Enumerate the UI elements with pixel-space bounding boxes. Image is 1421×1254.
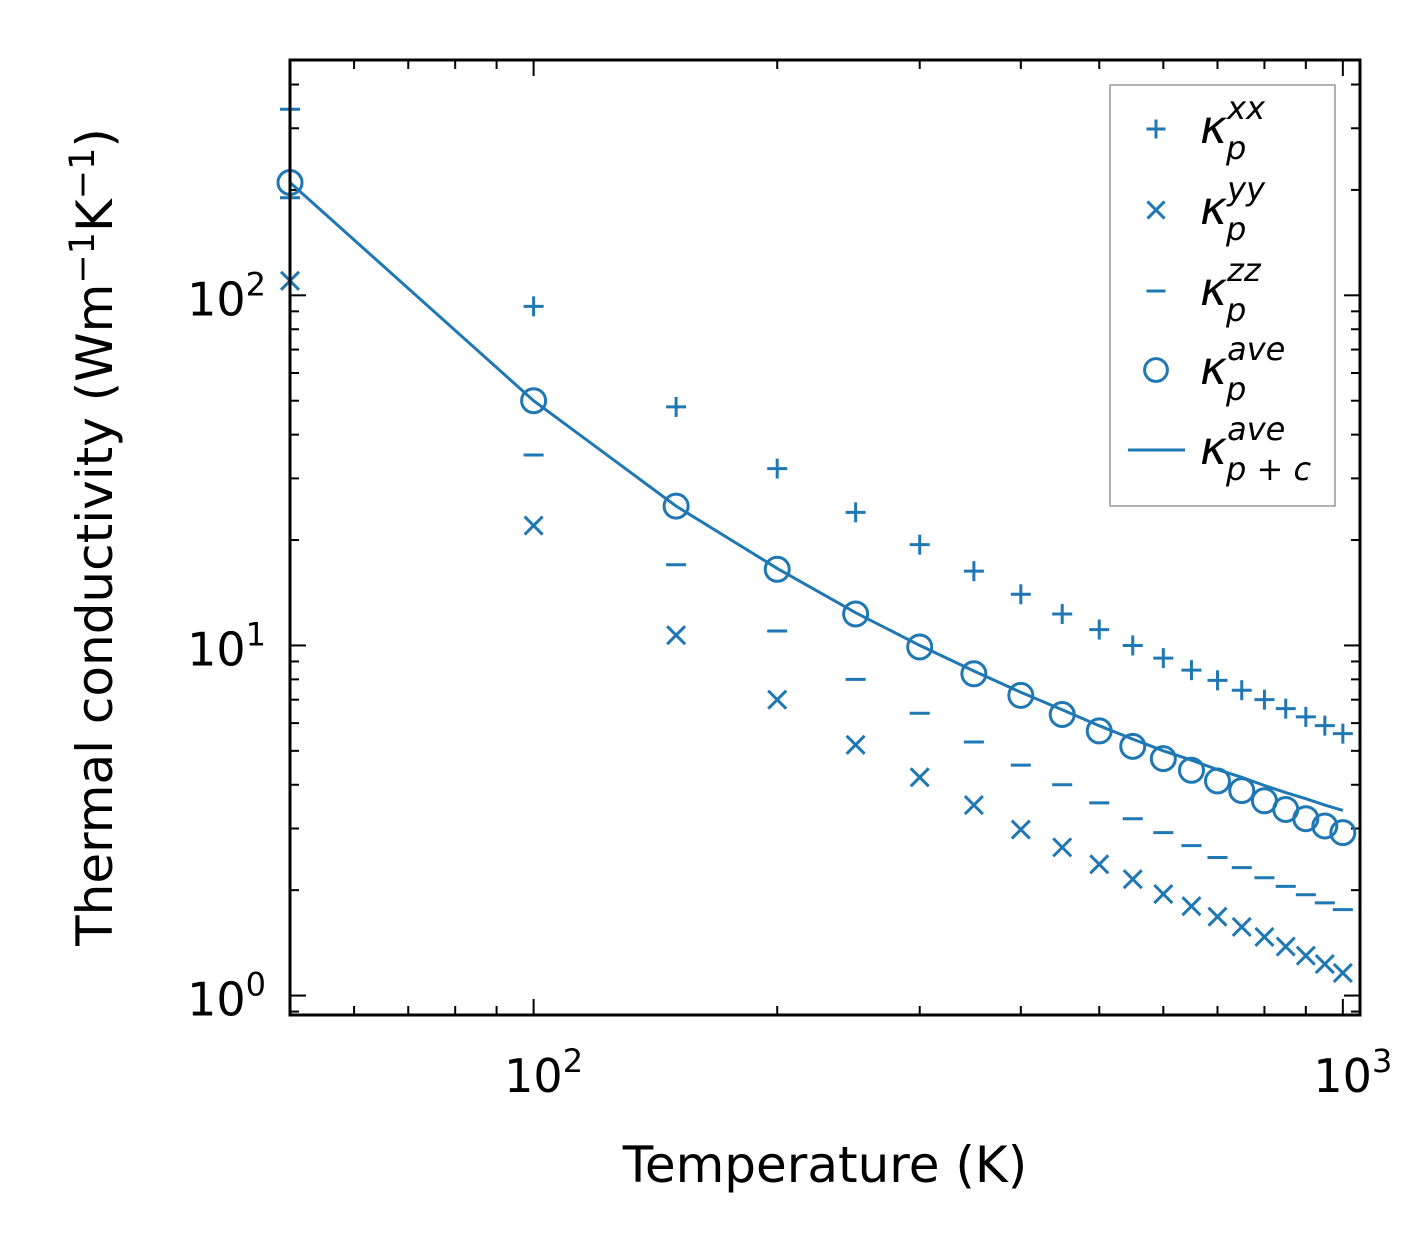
- data-point-kappa_p_yy: [767, 689, 788, 710]
- data-point-kappa_p_xx: [1010, 584, 1031, 605]
- data-point-kappa_p_xx: [1314, 715, 1335, 736]
- data-point-kappa_p_xx: [1122, 635, 1143, 656]
- data-point-kappa_p_xx: [1295, 706, 1316, 727]
- y-axis-label: Thermal conductivity (Wm−1K−1): [63, 128, 124, 947]
- legend-entry-kappa_p_zz: κzz p: [1146, 251, 1262, 329]
- y-axis-label-exp2: −1: [63, 148, 103, 200]
- data-point-kappa_p_ave: [960, 660, 988, 688]
- data-point-kappa_p_yy: [1231, 916, 1252, 938]
- legend-label: κxx p: [1200, 89, 1266, 167]
- data-point-kappa_p_ave: [662, 492, 690, 520]
- data-point-kappa_p_ave: [763, 555, 791, 583]
- tick-labels: 102 103 100 101 102: [187, 265, 1392, 1103]
- data-point-kappa_p_yy: [1153, 883, 1174, 905]
- data-point-kappa_p_xx: [1181, 660, 1202, 681]
- data-point-kappa_p_yy: [1122, 869, 1143, 890]
- data-point-kappa_p_xx: [845, 502, 866, 523]
- y-tick-label: 101: [187, 615, 266, 676]
- y-axis-label-close: ): [66, 128, 124, 148]
- data-point-kappa_p_xx: [909, 534, 930, 555]
- data-point-kappa_p_yy: [523, 515, 544, 536]
- data-point-kappa_p_ave: [1329, 819, 1357, 847]
- series-kappa_p_zz: [280, 196, 1353, 912]
- data-point-kappa_p_yy: [1010, 819, 1031, 840]
- data-point-kappa_p_yy: [845, 734, 866, 755]
- data-point-kappa_p_yy: [1314, 954, 1335, 975]
- legend-entry-kappa_p_ave: κave p: [1143, 330, 1285, 408]
- data-point-kappa_p_xx: [1153, 648, 1174, 669]
- data-point-kappa_p_yy: [666, 625, 687, 646]
- data-point-kappa_p_xx: [963, 561, 984, 582]
- data-point-kappa_p_xx: [1254, 689, 1275, 710]
- legend-label: κave p + c: [1200, 410, 1311, 488]
- legend-handle: [1146, 119, 1166, 139]
- legend-label: κave p: [1200, 330, 1285, 408]
- data-point-kappa_p_xx: [1275, 698, 1296, 719]
- series-kappa_p_plus_c_ave: [288, 181, 1344, 812]
- series-kappa_p_xx: [280, 99, 1353, 744]
- data-point-kappa_p_yy: [1089, 854, 1110, 875]
- data-point-kappa_p_yy: [909, 767, 930, 788]
- legend-entry-kappa_p_xx: κxx p: [1146, 89, 1266, 167]
- data-point-kappa_p_ave: [1149, 745, 1177, 773]
- legend-label: κyy p: [1200, 170, 1266, 248]
- data-point-kappa_p_ave: [1119, 732, 1147, 760]
- legend-label: κzz p: [1200, 251, 1262, 329]
- y-axis-label-exp1: −1: [63, 232, 103, 284]
- legend-handle: [1146, 200, 1166, 220]
- data-point-kappa_p_ave: [1007, 681, 1035, 709]
- legend-handle: [1143, 357, 1169, 383]
- data-point-kappa_p_ave: [842, 600, 870, 628]
- data-point-kappa_p_ave: [1177, 756, 1205, 784]
- legend-box: [1109, 84, 1336, 507]
- data-point-kappa_p_yy: [1295, 945, 1316, 966]
- data-point-kappa_p_yy: [1254, 926, 1275, 948]
- data-point-kappa_p_xx: [1231, 680, 1252, 701]
- data-point-kappa_p_ave: [1311, 812, 1339, 840]
- x-tick-label: 103: [1313, 1042, 1392, 1103]
- x-axis-label: Temperature (K): [622, 1136, 1027, 1194]
- y-tick-label: 102: [187, 265, 266, 326]
- data-point-kappa_p_xx: [1332, 723, 1353, 744]
- x-tick-label: 102: [504, 1042, 583, 1103]
- data-point-kappa_p_ave: [520, 387, 548, 415]
- y-axis-label-main: Thermal conductivity (Wm: [66, 284, 124, 947]
- data-point-kappa_p_xx: [1207, 670, 1228, 691]
- data-point-kappa_p_xx: [666, 396, 687, 417]
- series-line: [288, 181, 1344, 812]
- axes-frame: [288, 58, 1362, 1017]
- legend-entry-kappa_p_yy: κyy p: [1146, 170, 1266, 248]
- y-axis-label-unit2: K: [66, 198, 124, 232]
- data-point-kappa_p_ave: [1292, 805, 1320, 833]
- data-point-kappa_p_xx: [767, 458, 788, 479]
- data-point-kappa_p_xx: [1089, 619, 1110, 640]
- data-point-kappa_p_yy: [1052, 837, 1073, 858]
- data-point-kappa_p_yy: [1207, 906, 1228, 927]
- y-tick-label: 100: [187, 966, 266, 1027]
- data-point-kappa_p_yy: [963, 795, 984, 816]
- data-point-kappa_p_yy: [1332, 962, 1353, 984]
- data-point-kappa_p_ave: [906, 633, 934, 661]
- legend-entry-kappa_p_plus_c_ave: κave p + c: [1128, 410, 1311, 488]
- data-point-kappa_p_yy: [1275, 936, 1296, 957]
- data-point-kappa_p_xx: [1052, 603, 1073, 624]
- series-kappa_p_ave: [276, 169, 1357, 847]
- data-point-kappa_p_yy: [1181, 896, 1202, 917]
- data-point-kappa_p_xx: [523, 296, 544, 317]
